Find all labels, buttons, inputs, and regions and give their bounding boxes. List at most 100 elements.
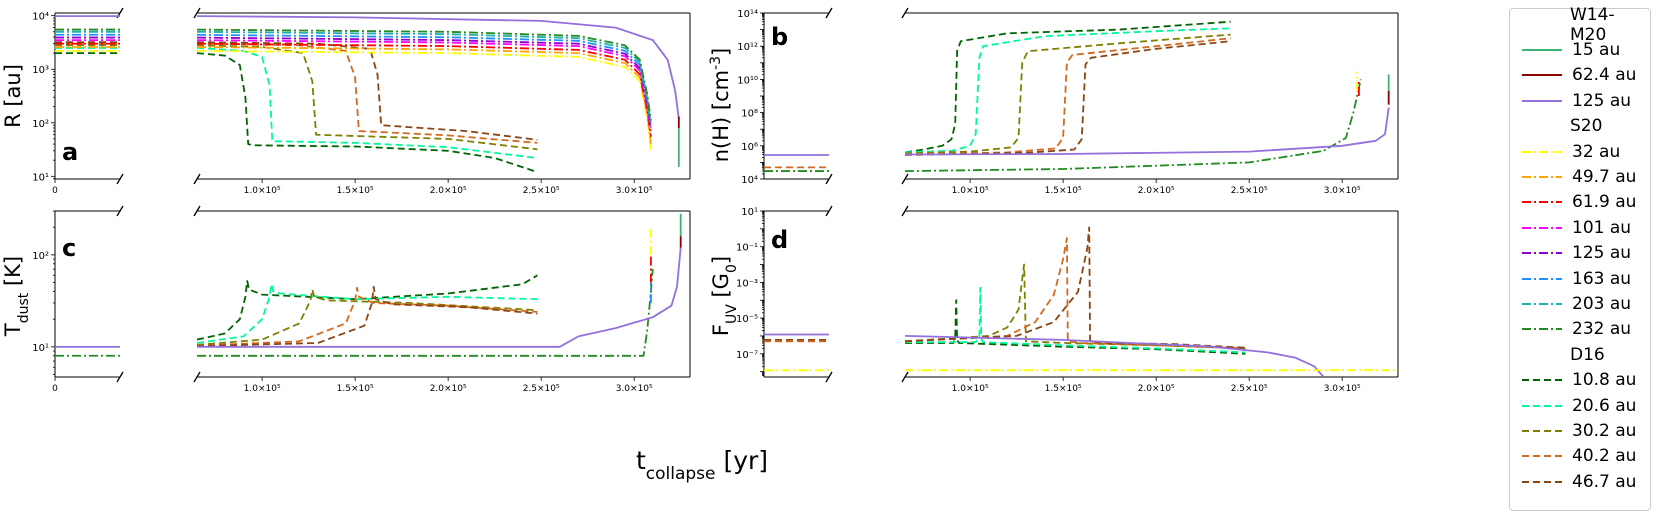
legend-entry: 10.8 au	[1510, 367, 1650, 392]
x-tick-label: 1.0×10⁵	[952, 384, 989, 394]
panel-letter: b	[771, 23, 788, 51]
legend-swatch	[1522, 379, 1562, 382]
x-tick-label: 2.0×10⁵	[1138, 384, 1175, 394]
legend-entry-label: 20.6 au	[1572, 395, 1637, 416]
y-tick-label: 10⁻⁵	[736, 314, 758, 325]
axis-break-mark	[193, 7, 201, 19]
series-line-s20-125-au	[197, 36, 652, 129]
x-axis-label: tcollapse [yr]	[636, 446, 768, 484]
axis-break-mark	[901, 173, 909, 185]
y-tick-label: 10⁻³	[736, 278, 758, 289]
y-axis-label-d: FUV [G0]	[709, 256, 740, 336]
legend-entry-label: 40.2 au	[1572, 446, 1637, 467]
legend-entry: 40.2 au	[1510, 444, 1650, 469]
legend-swatch	[1522, 49, 1562, 52]
axis-break-mark	[825, 173, 833, 185]
y-tick-label: 10²	[32, 251, 49, 262]
panel-b-main-axes	[905, 12, 1399, 183]
x-tick-label: 2.0×10⁵	[1138, 186, 1175, 196]
panel-c-left-axes	[51, 210, 120, 381]
legend-entry: 15 au	[1510, 37, 1650, 62]
x-tick-label: 1.0×10⁵	[244, 384, 281, 394]
legend-entry-label: 30.2 au	[1572, 420, 1637, 441]
series-line-d16-20-6-au	[197, 283, 538, 344]
legend-entry-label: 15 au	[1572, 40, 1621, 61]
series-line-d16-46-7-au	[197, 41, 538, 141]
series-line-d16-40-2-au	[197, 42, 538, 144]
series-line-w14-m20-125-au	[905, 107, 1390, 156]
series-line-d16-40-2-au	[905, 237, 1246, 350]
panel-d-left-axes	[760, 210, 829, 378]
axis-break-mark	[825, 371, 833, 383]
y-tick-label: 10³	[32, 65, 49, 76]
legend-swatch	[1522, 226, 1562, 229]
axis-break-mark	[825, 7, 833, 19]
y-tick-label: 10¹²	[737, 42, 758, 53]
series-line-s20-101-au	[197, 39, 652, 132]
axis-break-mark	[825, 205, 833, 217]
legend-entry-label: 32 au	[1572, 141, 1621, 162]
legend-entry: 232 au	[1510, 317, 1650, 342]
x-tick-label: 1.5×10⁵	[1045, 384, 1082, 394]
series-line-d16-10-8-au	[905, 20, 1231, 154]
y-axis-label-a: R [au]	[1, 64, 25, 128]
x-tick-label: 2.5×10⁵	[1231, 186, 1268, 196]
legend-entry-label: 101 au	[1572, 217, 1632, 238]
y-tick-label: 10⁶	[741, 142, 758, 153]
legend-entry: 125 au	[1510, 88, 1650, 113]
legend-swatch	[1522, 252, 1562, 255]
axis-break-mark	[901, 7, 909, 19]
series-line-d16-40-2-au	[197, 286, 538, 347]
y-tick-label: 10¹	[741, 207, 758, 218]
legend-swatch	[1522, 429, 1562, 432]
legend-entry-label: 10.8 au	[1572, 370, 1637, 391]
series-line-s20-32-au	[197, 50, 652, 151]
legend-entry: 61.9 au	[1510, 190, 1650, 215]
axis-break-mark	[116, 205, 124, 217]
panel-letter: a	[62, 138, 78, 166]
panel-c-main-axes	[197, 210, 691, 381]
y-tick-label: 10⁻¹	[736, 243, 758, 254]
legend-entry: 46.7 au	[1510, 469, 1650, 494]
legend-entry: 101 au	[1510, 215, 1650, 240]
y-tick-label: 10¹⁰	[737, 75, 758, 86]
panel-c-left-series	[55, 345, 120, 357]
series-line-d16-46-7-au	[197, 285, 538, 347]
legend-entry: 203 au	[1510, 291, 1650, 316]
legend-group-title: W14-M20	[1510, 5, 1650, 45]
legend-swatch	[1522, 302, 1562, 305]
series-line-d16-40-2-au	[905, 37, 1231, 156]
legend-group-label: W14-M20	[1570, 4, 1615, 45]
legend-entry: 30.2 au	[1510, 418, 1650, 443]
series-line-s20-163-au	[197, 33, 652, 126]
panel-a-left-series	[55, 15, 120, 55]
x-tick-label: 3.0×10⁵	[616, 384, 653, 394]
figure-canvas: 10¹ 10² 10³ 10⁴ 0 1.0×10⁵ 1.5×10⁵ 2.0×10⁵ 2.5×10…	[1, 7, 1399, 484]
legend-entry-label: 62.4 au	[1572, 65, 1637, 86]
x-tick-label: 3.0×10⁵	[1324, 186, 1361, 196]
y-tick-label: 10¹⁴	[737, 9, 758, 20]
series-line-w14-m20-125-au	[197, 247, 682, 348]
series-line-d16-30-2-au	[905, 33, 1231, 155]
panel-letter: d	[771, 226, 788, 254]
legend-swatch	[1522, 150, 1562, 153]
panel-a-series	[197, 15, 680, 173]
x-tick-label: 1.5×10⁵	[1045, 186, 1082, 196]
x-tick-label: 2.5×10⁵	[523, 384, 560, 394]
legend-entry: 163 au	[1510, 266, 1650, 291]
panel-d-series	[905, 226, 1398, 377]
legend-entry-label: 232 au	[1572, 319, 1632, 340]
y-tick-label: 10²	[32, 119, 49, 130]
panel-d-left-series	[764, 333, 829, 372]
x-tick-label: 3.0×10⁵	[616, 186, 653, 196]
y-tick-label: 10⁴	[32, 12, 49, 23]
panel-letter: c	[62, 234, 76, 262]
x-tick-label: 2.0×10⁵	[430, 186, 467, 196]
x-tick-label: 0	[52, 186, 58, 196]
x-tick-label: 0	[52, 384, 58, 394]
panel-b-left-axes	[760, 12, 829, 180]
series-line-d16-46-7-au	[905, 40, 1231, 156]
y-tick-label: 10¹	[32, 172, 49, 183]
series-line-s20-49-7-au	[197, 46, 652, 145]
panel-c-series	[197, 213, 682, 357]
